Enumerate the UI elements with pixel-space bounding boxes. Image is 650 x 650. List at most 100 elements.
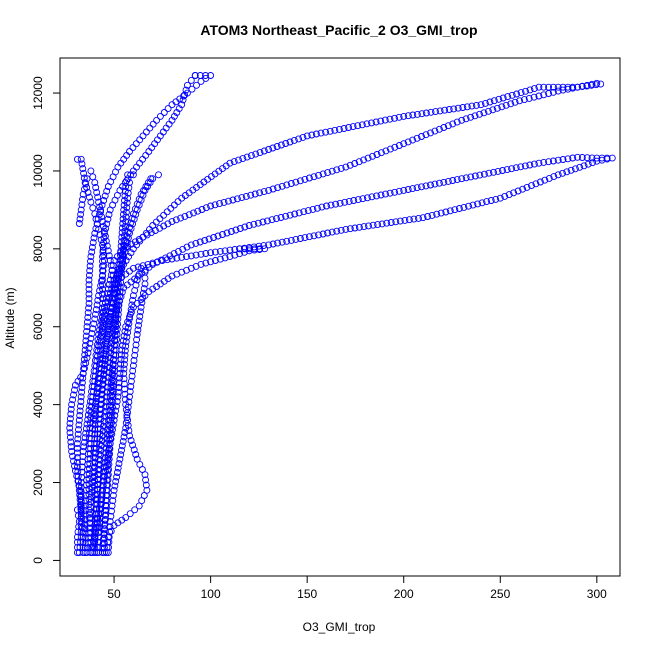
data-point: [269, 144, 277, 152]
data-point: [121, 356, 129, 364]
data-point: [75, 482, 83, 490]
data-point: [132, 341, 140, 349]
data-point: [545, 83, 553, 91]
data-point: [528, 182, 535, 190]
data-point: [78, 201, 86, 209]
data-point: [114, 393, 122, 401]
data-point: [181, 212, 189, 220]
data-point: [519, 185, 527, 193]
data-point: [337, 164, 345, 172]
data-point: [92, 310, 99, 318]
data-point: [88, 398, 96, 406]
data-point: [174, 198, 182, 206]
data-point: [121, 351, 129, 359]
data-point: [155, 171, 162, 179]
data-point: [95, 445, 103, 453]
x-tick-label: 100: [201, 587, 221, 601]
data-point: [115, 379, 123, 387]
data-point: [98, 360, 106, 367]
data-point: [104, 247, 112, 255]
data-point: [168, 101, 176, 109]
data-point: [490, 168, 497, 176]
data-point: [106, 518, 114, 525]
data-point: [99, 299, 106, 307]
data-point: [111, 341, 118, 349]
data-point: [66, 433, 74, 441]
data-point: [603, 154, 611, 162]
data-point: [192, 251, 200, 259]
data-point: [183, 253, 190, 261]
data-point: [540, 158, 548, 166]
data-point: [85, 281, 93, 289]
data-point: [91, 179, 99, 187]
data-point: [501, 192, 509, 200]
data-point: [92, 402, 100, 410]
data-point: [80, 169, 88, 177]
data-point: [126, 179, 133, 187]
data-point: [290, 136, 298, 144]
data-point: [78, 514, 86, 522]
data-point: [405, 216, 413, 224]
data-point: [216, 255, 224, 263]
data-point: [110, 486, 118, 494]
data-point: [569, 83, 577, 91]
data-point: [545, 174, 553, 182]
data-point: [315, 231, 322, 239]
data-point: [346, 161, 354, 169]
data-point: [387, 219, 395, 226]
data-point: [84, 313, 92, 321]
data-point: [117, 360, 125, 368]
data-point: [103, 486, 111, 494]
data-point: [549, 88, 557, 96]
data-point: [124, 189, 132, 197]
data-point: [83, 184, 91, 191]
data-point: [382, 147, 390, 155]
data-point: [129, 441, 137, 449]
data-point: [419, 214, 427, 222]
data-point: [86, 460, 94, 468]
data-point: [109, 426, 116, 434]
data-point: [516, 97, 524, 105]
data-point: [102, 511, 110, 519]
data-point: [112, 318, 120, 326]
data-point: [71, 381, 79, 389]
data-point: [460, 203, 468, 211]
data-point: [86, 515, 94, 523]
data-point: [559, 169, 566, 177]
data-point: [91, 440, 99, 448]
data-point: [305, 233, 313, 241]
data-point: [117, 351, 125, 359]
data-point: [104, 426, 111, 434]
data-point: [108, 507, 115, 515]
data-point: [118, 442, 126, 450]
data-point: [95, 533, 103, 541]
data-point: [535, 83, 543, 91]
data-point: [207, 202, 215, 210]
data-point: [95, 365, 103, 373]
data-point: [160, 211, 168, 219]
data-point: [295, 209, 303, 217]
data-point: [146, 124, 154, 132]
data-point: [162, 254, 170, 262]
data-point: [91, 468, 99, 476]
data-point: [124, 421, 132, 429]
data-point: [109, 360, 117, 368]
data-point: [163, 208, 171, 216]
data-point: [97, 208, 105, 216]
data-point: [77, 508, 85, 516]
data-point: [511, 98, 519, 106]
data-point: [112, 327, 120, 335]
data-point: [109, 271, 117, 279]
data-point: [183, 243, 191, 251]
data-point: [508, 91, 516, 99]
data-point: [101, 454, 109, 462]
data-point: [120, 332, 128, 340]
data-point: [120, 380, 128, 388]
data-point: [299, 133, 307, 141]
data-point: [490, 97, 498, 105]
data-point: [333, 227, 341, 235]
data-point: [535, 159, 543, 167]
data-point: [89, 204, 97, 212]
data-point: [487, 197, 495, 204]
